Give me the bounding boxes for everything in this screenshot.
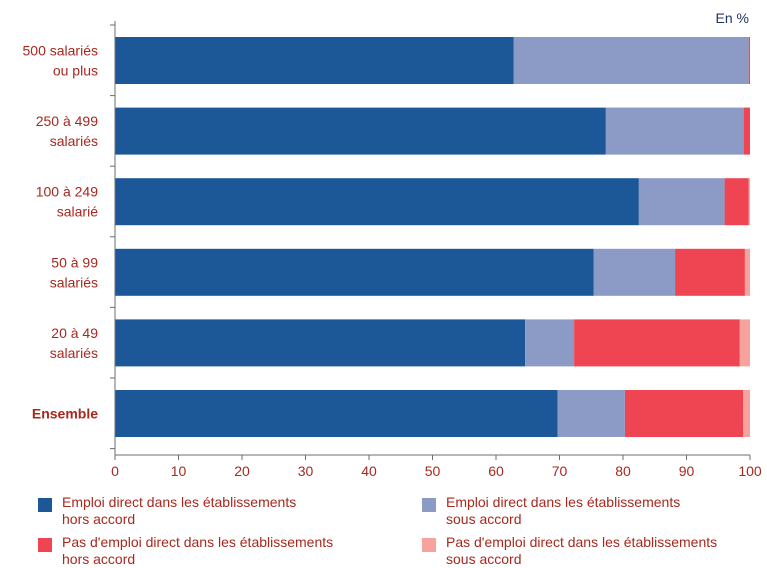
x-tick-label: 10 (171, 463, 187, 479)
category-label: 100 à 249 (36, 184, 98, 200)
legend-swatch (38, 538, 52, 552)
bar-segment-3 (748, 37, 750, 84)
x-tick-label: 100 (738, 463, 762, 479)
x-tick-label: 20 (234, 463, 250, 479)
category-label: ou plus (53, 63, 98, 79)
bar-segment-2 (605, 107, 744, 155)
x-tick-label: 30 (298, 463, 314, 479)
category-label: Ensemble (32, 406, 98, 422)
x-tick-label: 0 (111, 463, 119, 479)
bar-segment-2 (593, 248, 676, 296)
category-labels: 500 salariés ou plus 250 à 499 salariés 100 … (23, 43, 99, 422)
bar-segment-2 (638, 178, 725, 226)
x-tick-label: 70 (552, 463, 568, 479)
category-label: salarié (57, 204, 98, 220)
bar-segment-3 (724, 178, 749, 226)
bar-segment-1 (115, 390, 558, 437)
bars-group (115, 37, 750, 437)
x-axis: 0 10 20 30 40 50 60 70 80 90 100 (110, 21, 762, 479)
bar-segment-3 (675, 248, 745, 296)
legend-swatch (422, 498, 436, 512)
legend-swatch (422, 538, 436, 552)
bar-segment-3 (743, 107, 750, 155)
legend-label: Emploi direct dans les établissements so… (446, 494, 681, 527)
category-label: 20 à 49 (51, 325, 98, 341)
legend-swatch (38, 498, 52, 512)
bar-segment-1 (115, 319, 526, 367)
legend-label: Pas d'emploi direct dans les établisseme… (446, 534, 718, 567)
bar-segment-2 (557, 390, 625, 437)
bar-segment-2 (525, 319, 575, 367)
bar-segment-1 (115, 37, 514, 84)
legend: Emploi direct dans les établissements ho… (0, 486, 767, 567)
category-label: 250 à 499 (36, 113, 98, 129)
x-tick-label: 90 (679, 463, 695, 479)
bar-segment-1 (115, 248, 594, 296)
legend-label: Pas d'emploi direct dans les établisseme… (62, 534, 334, 567)
bar-segment-4 (748, 178, 750, 226)
x-tick-label: 80 (615, 463, 631, 479)
bar-segment-4 (743, 390, 750, 437)
bar-segment-3 (574, 319, 740, 367)
category-label: salariés (50, 345, 98, 361)
bar-segment-2 (513, 37, 749, 84)
bar-segment-1 (115, 178, 639, 226)
bar-segment-4 (744, 248, 750, 296)
x-tick-label: 40 (361, 463, 377, 479)
bar-segment-4 (739, 319, 750, 367)
bar-segment-1 (115, 107, 606, 155)
category-label: 50 à 99 (51, 254, 98, 270)
x-tick-label: 50 (425, 463, 441, 479)
legend-label: Emploi direct dans les établissements ho… (62, 494, 297, 527)
category-label: salariés (50, 274, 98, 290)
category-label: salariés (50, 133, 98, 149)
x-tick-label: 60 (488, 463, 504, 479)
bar-segment-3 (624, 390, 744, 437)
unit-label: En % (715, 10, 749, 26)
category-label: 500 salariés (23, 43, 99, 59)
